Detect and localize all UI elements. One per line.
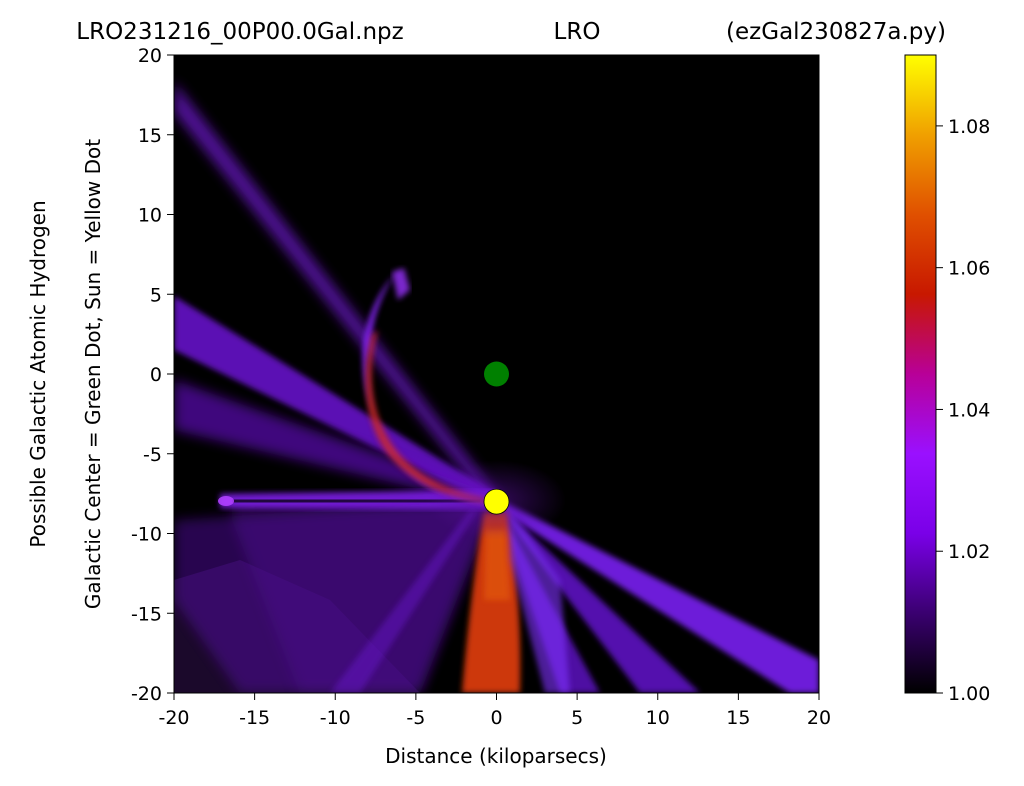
x-axis-label: Distance (kiloparsecs) bbox=[385, 744, 607, 768]
heatmap-ray bbox=[174, 296, 500, 505]
heatmap-image bbox=[174, 82, 819, 693]
y-tick-label: -15 bbox=[131, 603, 162, 625]
x-tick-label: -5 bbox=[406, 707, 425, 729]
y-tick-label: -20 bbox=[131, 683, 162, 705]
heatmap-ray bbox=[496, 498, 819, 693]
x-tick-label: 15 bbox=[726, 707, 750, 729]
x-tick-label: -20 bbox=[158, 707, 189, 729]
x-tick-label: -15 bbox=[239, 707, 270, 729]
x-tick-label: 10 bbox=[646, 707, 670, 729]
y-tick-label: 15 bbox=[138, 125, 162, 147]
galactic-center-marker bbox=[484, 361, 509, 387]
heatmap-fan bbox=[174, 500, 496, 693]
x-tick-label: 20 bbox=[807, 707, 831, 729]
heatmap-arm-spur bbox=[392, 268, 410, 300]
y-axis-label-line-2: Galactic Center = Green Dot, Sun = Yello… bbox=[81, 139, 105, 609]
colorbar-gradient bbox=[904, 54, 937, 694]
heatmap-streak bbox=[508, 508, 570, 693]
heatmap-core-highlight bbox=[484, 530, 510, 600]
colorbar-tick-label: 1.04 bbox=[948, 399, 990, 421]
heatmap-ray bbox=[174, 82, 500, 505]
y-tick-label: 5 bbox=[150, 284, 162, 306]
x-axis: -20 -15 -10 -5 0 5 10 15 20 bbox=[158, 693, 831, 729]
title-center: LRO bbox=[554, 19, 601, 45]
y-axis: -20 -15 -10 -5 0 5 10 15 20 bbox=[131, 45, 174, 705]
y-tick-label: 0 bbox=[150, 364, 162, 386]
colorbar-tick-label: 1.02 bbox=[948, 541, 990, 563]
y-tick-label: -5 bbox=[143, 444, 162, 466]
markers bbox=[483, 361, 510, 515]
y-tick-label: 20 bbox=[138, 45, 162, 67]
y-tick-label: -10 bbox=[131, 524, 162, 546]
sun-marker bbox=[483, 488, 510, 515]
colorbar: 1.00 1.02 1.04 1.06 1.08 bbox=[904, 54, 990, 705]
colorbar-ticks: 1.00 1.02 1.04 1.06 1.08 bbox=[936, 116, 990, 705]
x-tick-label: 5 bbox=[571, 707, 583, 729]
title-right: (ezGal230827a.py) bbox=[726, 19, 946, 45]
x-tick-label: -10 bbox=[320, 707, 351, 729]
colorbar-tick-label: 1.06 bbox=[948, 258, 990, 280]
y-tick-label: 10 bbox=[138, 205, 162, 227]
heatmap-streak bbox=[330, 510, 478, 693]
x-tick-label: 0 bbox=[490, 707, 502, 729]
colorbar-tick-label: 1.00 bbox=[948, 683, 990, 705]
heatmap-plot-area bbox=[173, 54, 820, 694]
colorbar-tick-label: 1.08 bbox=[948, 116, 990, 138]
title-left: LRO231216_00P00.0Gal.npz bbox=[76, 19, 403, 45]
y-axis-label-line-1: Possible Galactic Atomic Hydrogen bbox=[26, 200, 50, 547]
heatmap-spot bbox=[218, 496, 234, 506]
heatmap-arm-core bbox=[365, 330, 496, 504]
heatmap-ray bbox=[496, 502, 700, 693]
